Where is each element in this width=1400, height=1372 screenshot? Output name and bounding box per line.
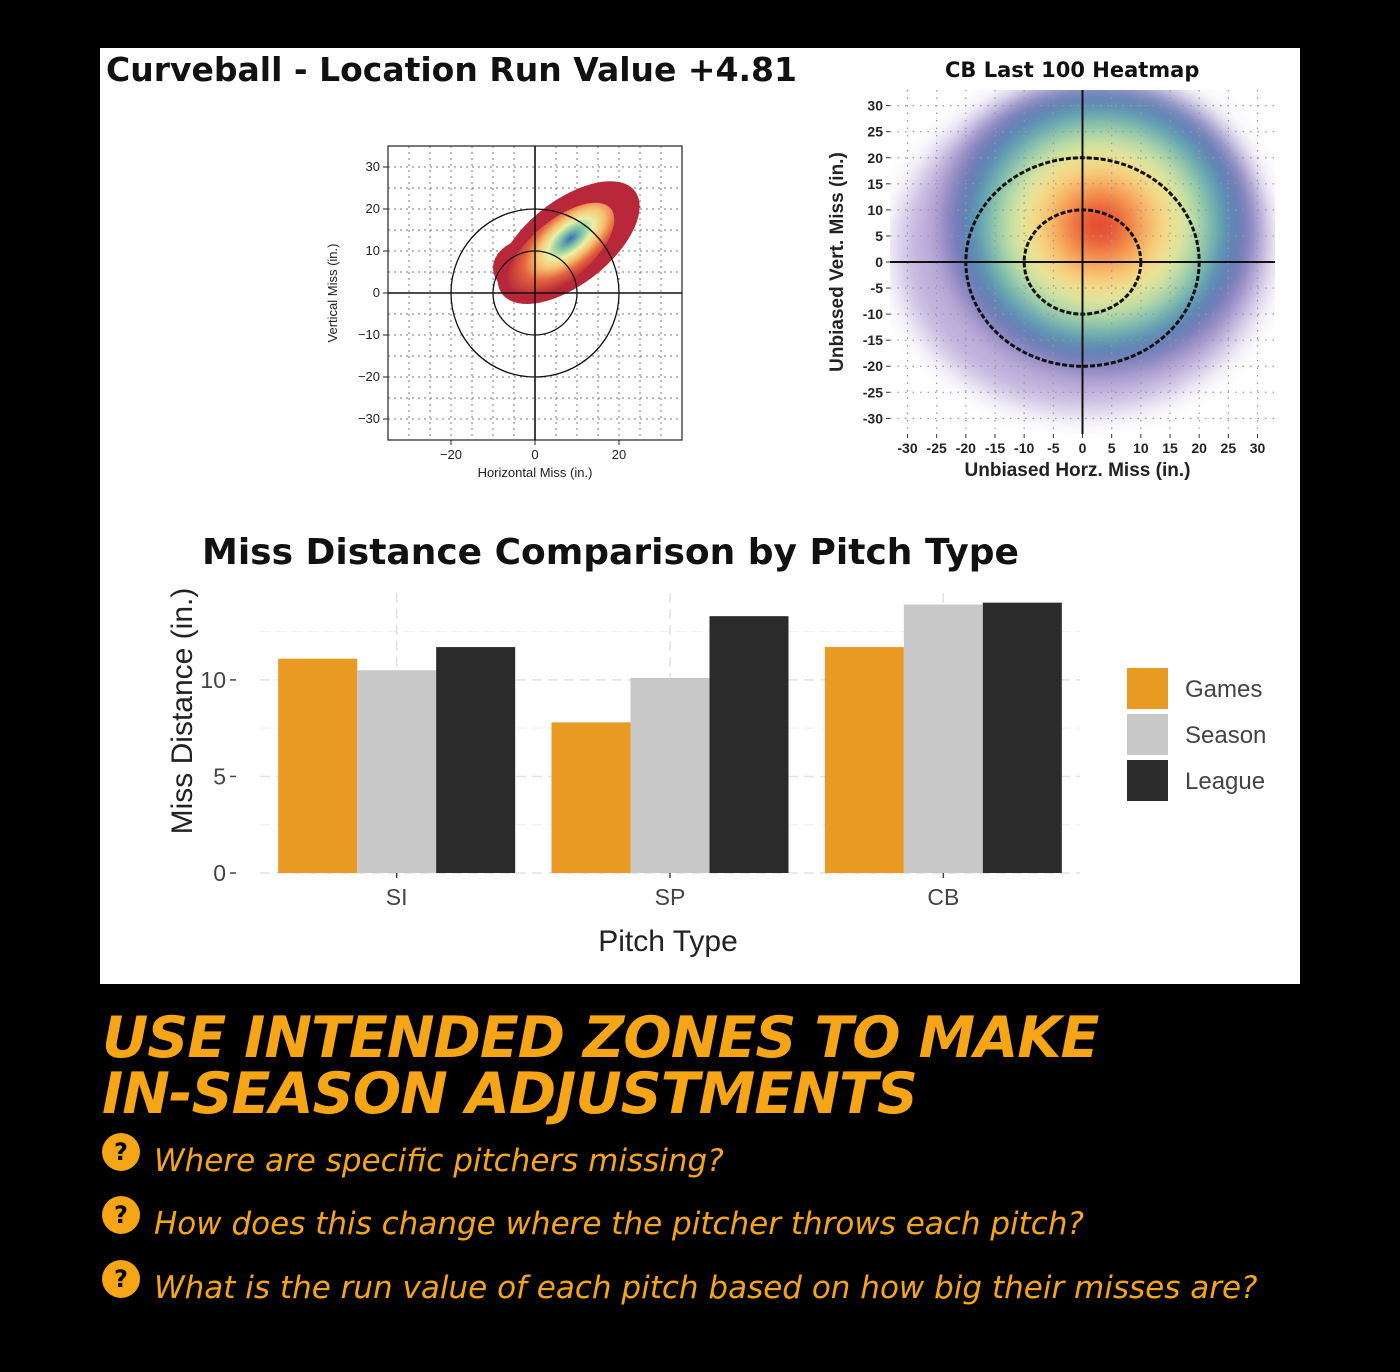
y-tick-label: 0 <box>373 285 380 300</box>
legend-swatch <box>1127 714 1168 755</box>
y-tick-label: 30 <box>867 98 883 114</box>
bar-games-cb <box>824 647 904 873</box>
y-tick-label: 10 <box>200 667 226 693</box>
x-tick-label: CB <box>927 884 959 910</box>
legend-swatch <box>1127 668 1168 709</box>
y-tick-label: -10 <box>863 306 883 322</box>
heatmap-title: CB Last 100 Heatmap <box>945 58 1200 82</box>
question-icon: ? <box>102 1196 140 1234</box>
x-tick-label: -20 <box>956 440 976 456</box>
headline-line-2: IN-SEASON ADJUSTMENTS <box>102 1061 918 1127</box>
zone-circle <box>492 250 578 336</box>
y-axis-label: Miss Distance (in.) <box>166 588 199 835</box>
chart-panel: Curveball - Location Run Value +4.81 CB … <box>100 48 1300 984</box>
y-tick-label: 10 <box>867 202 883 218</box>
zone-circle <box>1022 208 1143 316</box>
kde-chart-title: Curveball - Location Run Value +4.81 <box>106 50 797 89</box>
y-tick-label: 0 <box>875 254 883 270</box>
y-tick-label: -25 <box>863 384 883 400</box>
bar-chart: SI SP CB 0 5 10 Pitch Type Miss Distance (in.) G… <box>166 588 1266 958</box>
y-tick-label: 30 <box>366 159 380 174</box>
heatmap-chart: -30 -25 -20 -15 -10 -5 0 5 10 15 20 25 30 30 25 20 15 10 5… <box>827 90 1275 481</box>
bar-league-cb <box>982 602 1062 873</box>
bar-league-sp <box>709 616 789 873</box>
x-tick-label: -10 <box>1014 440 1034 456</box>
y-tick-label: -5 <box>871 280 884 296</box>
y-tick-label: −30 <box>358 411 380 426</box>
x-tick-label: -15 <box>985 440 1005 456</box>
bar-season-sp <box>630 677 710 873</box>
legend-label: League <box>1185 768 1265 795</box>
y-tick-label: 5 <box>875 228 883 244</box>
question-text: What is the run value of each pitch base… <box>154 1270 1258 1306</box>
legend-label: Games <box>1185 676 1262 703</box>
bar-season-si <box>357 670 437 873</box>
question-text: How does this change where the pitcher t… <box>154 1206 1084 1242</box>
density-region <box>940 90 1260 376</box>
y-axis-label: Vertical Miss (in.) <box>325 244 340 343</box>
x-tick-label: SP <box>655 884 686 910</box>
x-tick-label: 10 <box>1133 440 1149 456</box>
y-tick-label: 5 <box>213 763 226 789</box>
x-tick-label: 20 <box>1191 440 1207 456</box>
x-tick-label: 0 <box>531 447 538 462</box>
x-axis-label: Unbiased Horz. Miss (in.) <box>965 460 1191 481</box>
question-icon: ? <box>102 1133 140 1171</box>
headline-line-1: USE INTENDED ZONES TO MAKE <box>102 1005 1099 1071</box>
y-tick-label: 15 <box>867 176 883 192</box>
headline: USE INTENDED ZONES TO MAKE IN-SEASON ADJ… <box>102 1010 1099 1123</box>
legend-swatch <box>1127 760 1168 801</box>
bar-season-cb <box>903 604 983 873</box>
bar-games-si <box>278 658 358 873</box>
x-tick-label: 0 <box>1079 440 1087 456</box>
bar-chart-title: Miss Distance Comparison by Pitch Type <box>202 532 1019 573</box>
bar-league-si <box>436 647 516 873</box>
y-tick-label: 20 <box>867 150 883 166</box>
zone-circle <box>450 208 620 378</box>
x-tick-label: -5 <box>1047 440 1060 456</box>
x-tick-label: -30 <box>897 440 917 456</box>
y-tick-label: 0 <box>213 860 226 886</box>
y-tick-label: 25 <box>867 124 883 140</box>
kde-contour-chart: −20 0 20 30 20 10 0 −10 −20 −30 Horizontal Miss (i… <box>325 145 683 480</box>
x-tick-label: SI <box>386 884 408 910</box>
x-tick-label: −20 <box>440 447 462 462</box>
bar-games-sp <box>551 722 631 873</box>
legend-label: Season <box>1185 722 1266 749</box>
y-tick-label: −10 <box>358 327 380 342</box>
y-axis-label: Unbiased Vert. Miss (in.) <box>827 152 848 372</box>
x-axis-label: Horizontal Miss (in.) <box>478 465 593 480</box>
x-tick-label: 25 <box>1221 440 1237 456</box>
y-tick-label: -15 <box>863 332 883 348</box>
y-tick-label: -30 <box>863 410 883 426</box>
zone-circle <box>964 156 1201 368</box>
y-tick-label: -20 <box>863 358 883 374</box>
x-tick-label: -25 <box>927 440 947 456</box>
y-tick-label: −20 <box>358 369 380 384</box>
x-tick-label: 5 <box>1108 440 1116 456</box>
x-tick-label: 30 <box>1250 440 1266 456</box>
question-icon: ? <box>102 1260 140 1298</box>
question-text: Where are specific pitchers missing? <box>154 1143 724 1179</box>
x-tick-label: 15 <box>1162 440 1178 456</box>
y-tick-label: 10 <box>366 243 380 258</box>
y-tick-label: 20 <box>366 201 380 216</box>
x-tick-label: 20 <box>612 447 626 462</box>
x-axis-label: Pitch Type <box>598 925 738 958</box>
